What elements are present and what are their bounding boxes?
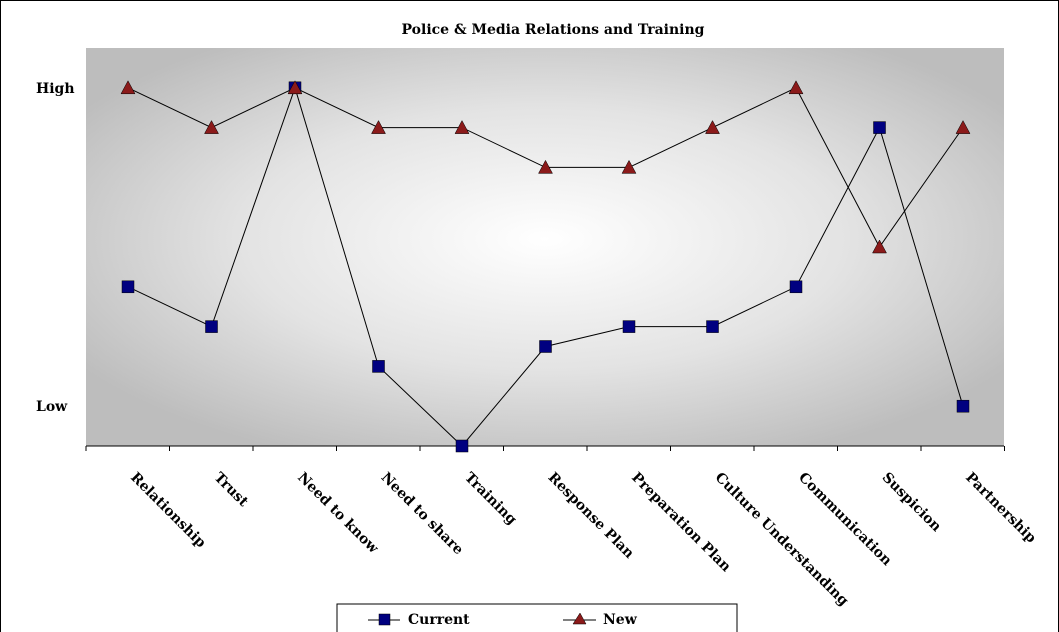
point-new-5 [538,159,553,174]
legend-current-marker [378,613,391,626]
legend: Current New [336,603,738,632]
point-current-6 [622,320,636,333]
point-current-5 [539,340,552,353]
point-new-9 [872,239,887,254]
point-new-0 [120,80,136,95]
series-layer [120,80,971,453]
point-current-4 [455,439,469,453]
x-axis [85,445,1005,451]
y-axis-labels: High Low [36,81,75,415]
point-current-10 [956,399,970,413]
chart-title: Police & Media Relations and Training [402,22,705,38]
legend-current-label: Current [408,612,470,628]
plot-area [86,48,1004,446]
point-new-4 [454,120,470,134]
point-current-3 [372,360,385,373]
point-new-3 [371,120,386,134]
y-tick-label-high: High [36,81,75,97]
point-current-0 [121,280,135,294]
legend-box [336,603,738,632]
y-tick-label-low: Low [36,399,68,415]
legend-new-label: New [603,612,638,628]
legend-new-marker [572,612,587,625]
point-new-1 [204,120,219,134]
point-new-7 [705,120,720,134]
point-new-8 [788,80,804,95]
point-new-6 [621,159,637,174]
point-current-9 [873,121,886,134]
point-new-10 [955,120,971,134]
point-current-8 [789,280,803,294]
point-current-7 [706,320,719,333]
point-new-2 [287,80,303,95]
point-current-1 [205,320,218,333]
